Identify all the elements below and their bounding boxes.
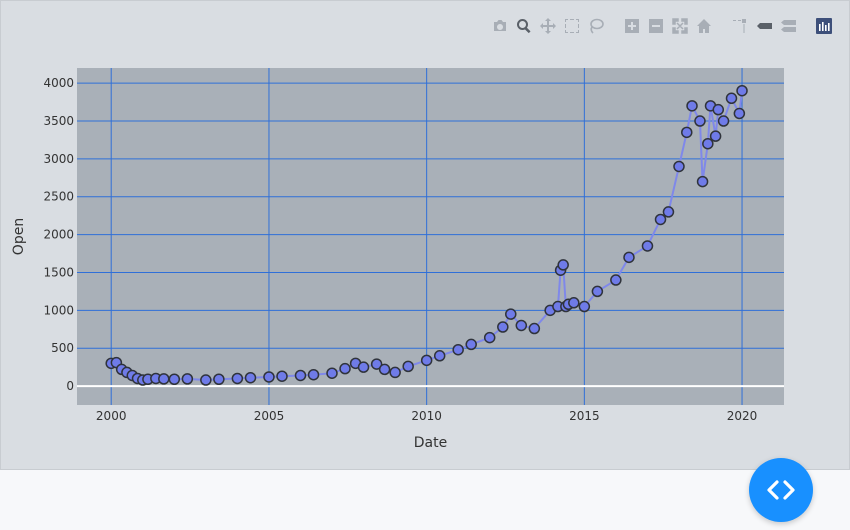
data-point[interactable] xyxy=(694,115,706,127)
data-point[interactable] xyxy=(402,360,414,373)
data-point[interactable] xyxy=(528,322,541,335)
data-point[interactable] xyxy=(420,354,433,367)
data-point[interactable] xyxy=(712,103,725,116)
data-point[interactable] xyxy=(168,373,181,386)
zoom-icon[interactable] xyxy=(513,15,535,37)
series-line xyxy=(111,90,744,382)
data-point[interactable] xyxy=(497,321,509,333)
page-footer-area xyxy=(0,470,850,530)
data-point[interactable] xyxy=(231,372,244,385)
y-tick-label: 3500 xyxy=(43,114,74,128)
lasso-select-icon[interactable] xyxy=(585,15,607,37)
y-tick-label: 2000 xyxy=(43,228,74,242)
data-point[interactable] xyxy=(702,137,714,150)
y-tick-label: 1500 xyxy=(43,265,74,279)
pan-icon[interactable] xyxy=(537,15,559,37)
x-tick-label: 2015 xyxy=(569,409,600,423)
zoom-in-icon[interactable] xyxy=(621,15,643,37)
data-point[interactable] xyxy=(370,358,383,370)
data-point[interactable] xyxy=(591,285,604,298)
y-tick-label: 2500 xyxy=(43,190,74,204)
data-point[interactable] xyxy=(662,206,675,218)
data-point[interactable] xyxy=(452,343,464,356)
x-axis-title: Date xyxy=(414,435,447,451)
data-point[interactable] xyxy=(717,115,730,127)
data-point[interactable] xyxy=(213,373,225,386)
data-point[interactable] xyxy=(158,373,170,385)
data-point[interactable] xyxy=(515,319,528,332)
box-select-icon[interactable] xyxy=(561,15,583,37)
data-point[interactable] xyxy=(696,175,709,188)
data-point[interactable] xyxy=(505,308,517,320)
y-tick-label: 3000 xyxy=(43,152,74,166)
zoom-out-icon[interactable] xyxy=(645,15,667,37)
data-point[interactable] xyxy=(709,130,722,142)
data-point[interactable] xyxy=(433,350,446,362)
data-point[interactable] xyxy=(378,363,391,376)
x-tick-label: 2020 xyxy=(727,409,758,423)
data-point[interactable] xyxy=(610,274,622,286)
data-point[interactable] xyxy=(200,374,212,386)
camera-icon[interactable] xyxy=(489,15,511,37)
spike-lines-icon[interactable] xyxy=(729,15,751,37)
data-point[interactable] xyxy=(641,240,654,252)
y-tick-label: 1000 xyxy=(43,303,74,317)
data-point[interactable] xyxy=(307,368,320,381)
data-point[interactable] xyxy=(568,297,580,309)
modebar xyxy=(489,15,835,37)
reset-axes-icon[interactable] xyxy=(693,15,715,37)
plot-background[interactable] xyxy=(77,68,784,405)
x-tick-label: 2005 xyxy=(254,409,285,423)
data-point[interactable] xyxy=(681,126,693,139)
hover-compare-icon[interactable] xyxy=(777,15,799,37)
x-tick-label: 2000 xyxy=(96,409,127,423)
y-axis-title: Open xyxy=(11,218,27,255)
hover-closest-icon[interactable] xyxy=(753,15,775,37)
plotly-logo-icon[interactable] xyxy=(813,15,835,37)
data-point[interactable] xyxy=(578,300,591,313)
y-tick-label: 0 xyxy=(66,379,74,393)
data-point[interactable] xyxy=(654,213,667,226)
data-point[interactable] xyxy=(733,107,746,120)
chart-card: 2000 2005 2010 2015 2020 0 500 1000 1500 2000 2500… xyxy=(0,0,850,470)
autoscale-icon[interactable] xyxy=(669,15,691,37)
data-point[interactable] xyxy=(483,331,496,344)
data-point[interactable] xyxy=(276,370,288,382)
data-point[interactable] xyxy=(686,100,698,112)
plot-area[interactable]: 2000 2005 2010 2015 2020 0 500 1000 1500 2000 2500… xyxy=(1,1,849,469)
data-point[interactable] xyxy=(557,259,569,271)
data-point[interactable] xyxy=(339,362,351,375)
data-point[interactable] xyxy=(736,84,748,97)
y-tick-label: 500 xyxy=(51,341,74,355)
data-point[interactable] xyxy=(244,371,257,384)
data-point[interactable] xyxy=(326,367,338,379)
x-tick-label: 2010 xyxy=(411,409,442,423)
data-point[interactable] xyxy=(263,371,275,383)
code-toggle-button[interactable] xyxy=(749,458,813,522)
data-point[interactable] xyxy=(181,373,194,385)
data-point[interactable] xyxy=(623,251,635,264)
data-point[interactable] xyxy=(673,160,685,173)
data-point[interactable] xyxy=(725,92,738,105)
data-point[interactable] xyxy=(389,366,401,379)
y-tick-label: 4000 xyxy=(43,76,74,90)
data-point[interactable] xyxy=(357,361,370,373)
data-point[interactable] xyxy=(465,338,477,351)
data-point[interactable] xyxy=(294,369,307,382)
code-brackets-icon xyxy=(767,480,795,500)
